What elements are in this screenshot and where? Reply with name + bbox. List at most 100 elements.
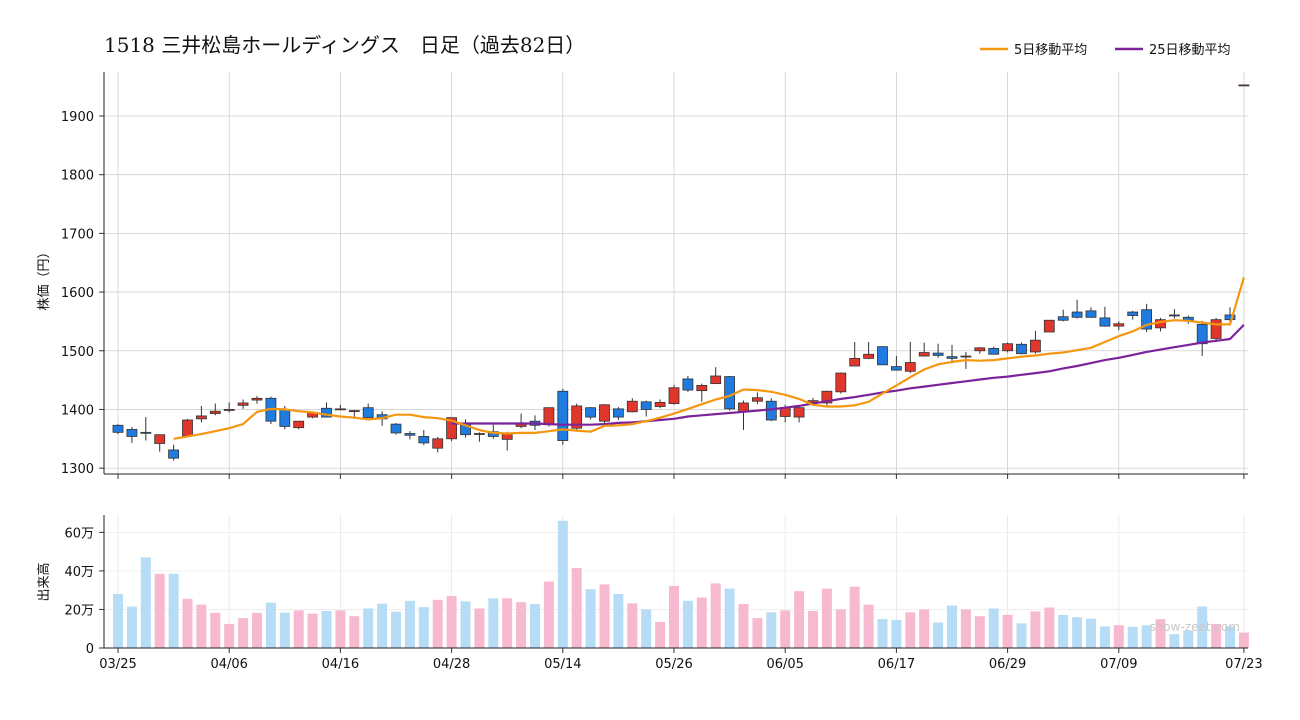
candle-body [918,352,930,357]
candle-body [112,424,124,433]
volume-bar [849,586,860,648]
volume-bar [404,600,415,648]
candle-body [640,401,652,410]
volume-bar [808,610,818,648]
volume-bar [585,589,596,648]
candle-body [793,407,805,418]
price-ytick-label: 1900 [61,110,94,125]
volume-bar [335,610,346,648]
volume-bar [1155,619,1166,648]
price-ytick-label: 1300 [61,462,94,477]
volume-bar [1183,630,1194,648]
candle-body [362,407,374,419]
volume-bar [140,557,151,648]
x-tick-label: 05/26 [655,657,692,672]
x-tick-label: 07/23 [1225,657,1262,672]
volume-bar [919,609,930,648]
candle-body [1099,317,1111,327]
candle-body [126,428,138,437]
candle-body [1071,311,1083,318]
candle-body [932,352,944,356]
candle-body [1016,343,1027,355]
x-tick-label: 03/25 [99,657,136,672]
volume-bar [265,602,276,648]
watermark: show-zeet.com [1149,620,1240,634]
candle-body [446,417,458,440]
candle-body [473,433,485,435]
candle-body [334,408,346,411]
candle-body [543,407,555,426]
candle-body [1002,343,1013,352]
volume-bar [738,604,749,648]
candle-body [1113,323,1125,327]
candle-body [557,390,569,441]
volume-bar [557,520,568,648]
volume-bar [1072,617,1083,648]
candle-body [1210,319,1222,339]
candle-body [668,387,680,404]
legend: 5日移動平均 25日移動平均 [980,43,1231,58]
candle-body [1224,314,1236,321]
x-tick-label: 06/05 [766,657,803,672]
volume-bar [1030,611,1041,648]
volume-bar [1169,634,1180,648]
candle-body [1030,339,1041,353]
ma25-line [451,324,1245,426]
volume-bar [126,606,137,648]
x-tick-label: 04/06 [210,657,247,672]
volume-bar [502,598,513,648]
volume-bar [613,594,624,648]
price-ytick-label: 1600 [61,286,94,301]
volume-ytick-label: 20万 [64,603,94,618]
candle-body [891,366,902,371]
volume-bar [377,603,388,648]
candle-body [1196,323,1208,345]
volume-ytick-label: 0 [86,642,94,657]
volume-bar [530,604,540,648]
volume-bar [905,612,916,648]
candle-body [654,402,666,407]
volume-bar [710,583,721,648]
candle-body [626,400,638,413]
volume-bar [571,568,582,648]
candle-body [418,436,430,444]
volume-bar [1127,626,1138,648]
candle-body [251,397,263,401]
volume-bar [1002,614,1013,648]
candle-body [1238,84,1250,87]
candlesticks [112,84,1250,461]
price-ytick-label: 1700 [61,227,94,242]
volume-bar [960,609,971,648]
volume-bar [641,609,652,648]
ma5-line [173,277,1245,440]
candle-body [696,384,708,392]
volume-bar [446,595,457,648]
volume-bar [1058,614,1069,648]
x-tick-label: 04/28 [433,657,470,672]
candle-body [613,408,624,418]
candle-body [835,372,847,393]
volume-bar [655,621,666,648]
candle-body [946,356,958,359]
volume-bar [947,605,957,648]
volume-bar [279,612,290,648]
candle-body [849,357,861,367]
volume-bar [321,610,332,648]
volume-bar [363,608,374,648]
volume-ytick-label: 40万 [64,565,94,580]
volume-bar [432,599,443,648]
volume-bar [1016,623,1027,648]
candle-body [209,410,221,414]
volume-bar [669,585,679,648]
candle-body [390,423,402,434]
candle-body [1127,311,1139,316]
x-tick-label: 04/16 [322,657,359,672]
volume-bar [168,573,179,648]
candle-body [710,375,722,385]
volume-bar [543,581,554,648]
volume-bar [154,573,165,648]
volume-bar [988,608,999,648]
price-ytick-label: 1500 [61,345,94,360]
candle-body [1169,314,1180,317]
candle-body [223,409,235,411]
